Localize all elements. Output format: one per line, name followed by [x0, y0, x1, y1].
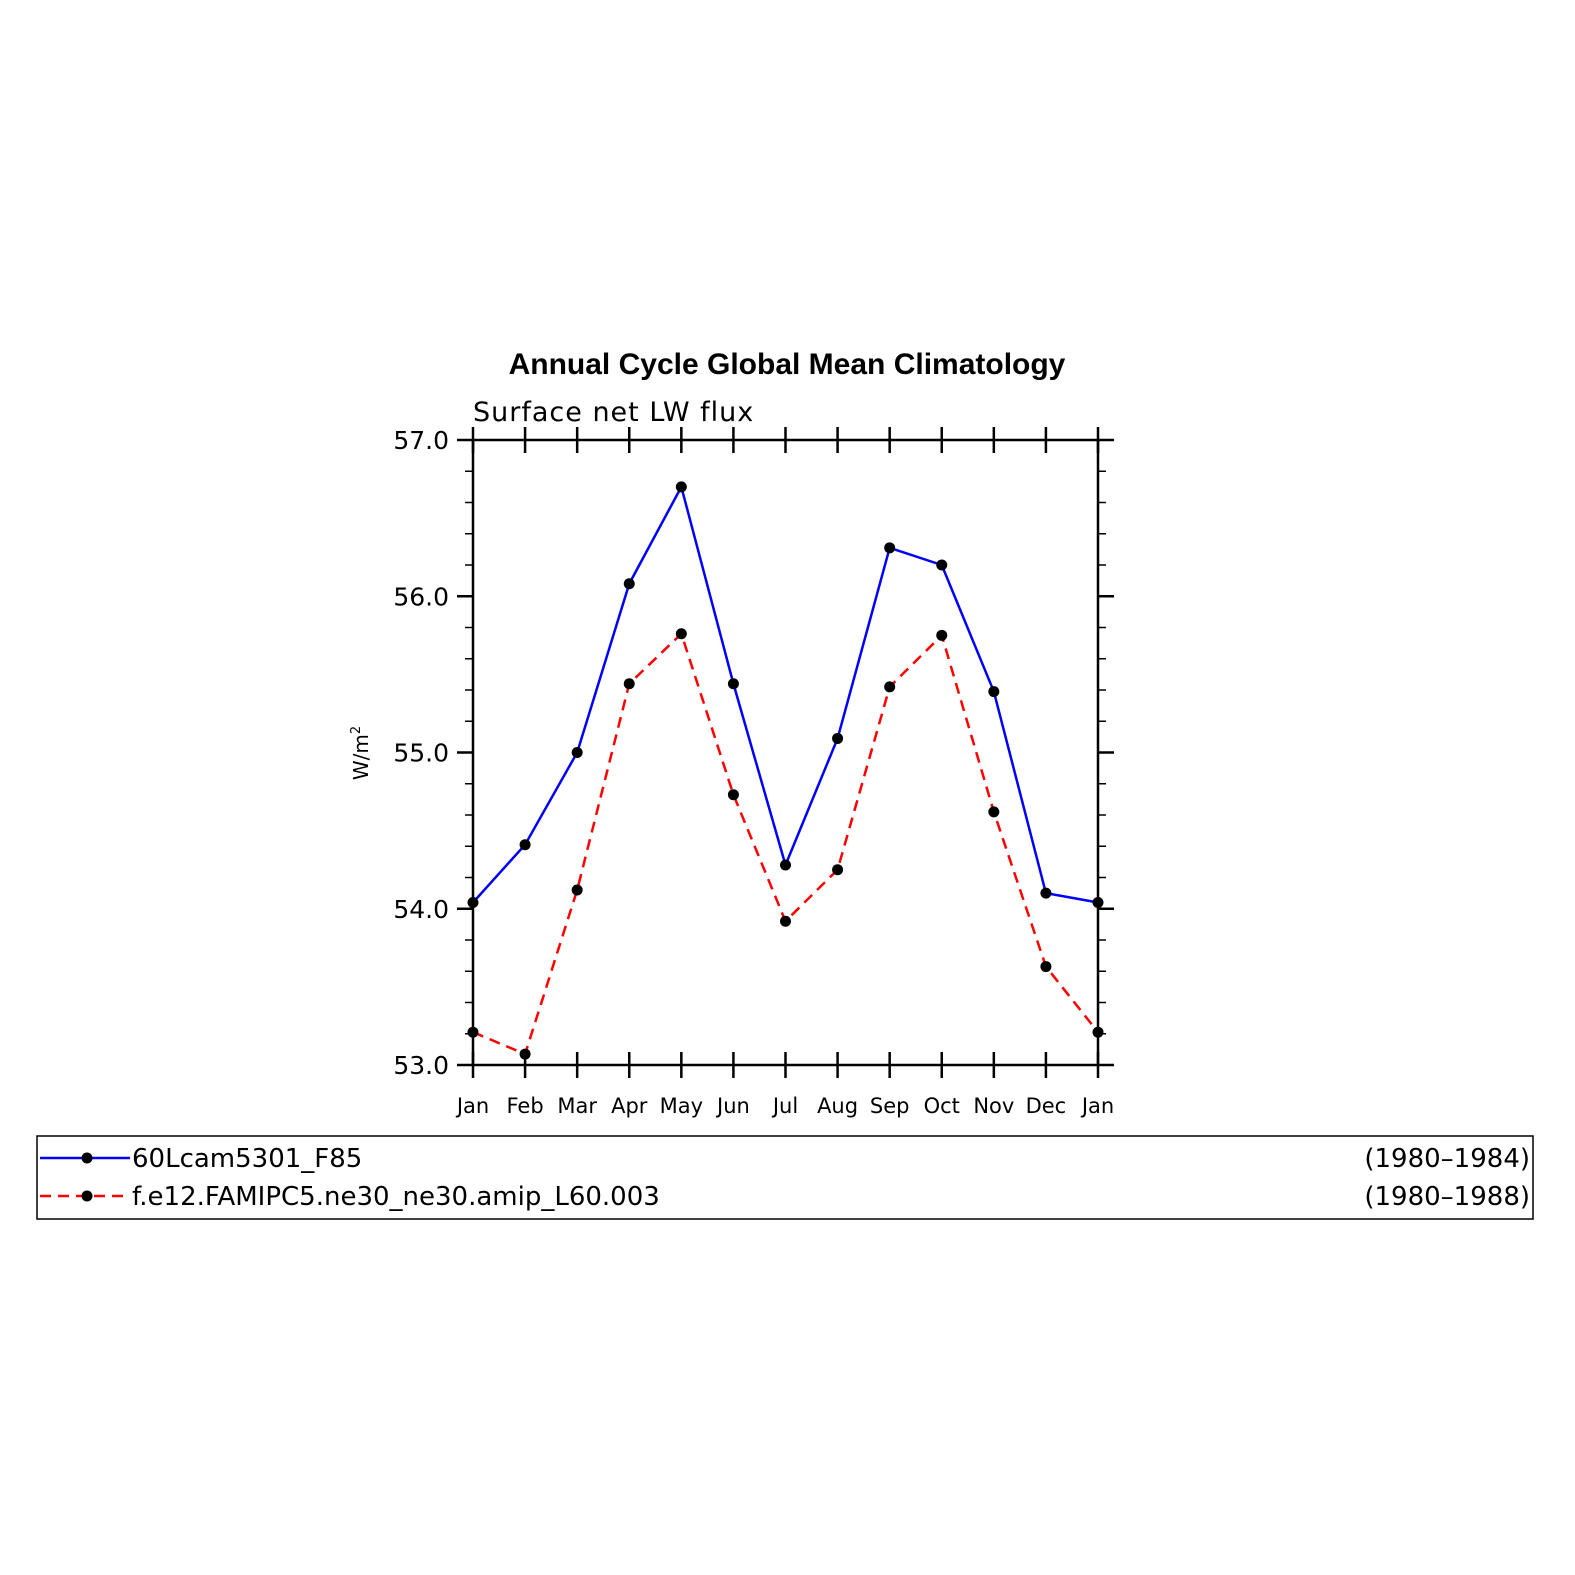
legend-label-1: 60Lcam5301_F85: [132, 1144, 362, 1174]
x-tick-label: Feb: [506, 1094, 543, 1118]
x-tick-label: Nov: [973, 1094, 1014, 1118]
data-point-1: [936, 559, 948, 571]
data-point-2: [936, 629, 948, 641]
data-point-1: [467, 897, 479, 908]
data-point-1: [988, 686, 1000, 698]
x-tick-label: May: [660, 1094, 703, 1118]
legend-period-2: (1980–1988): [1364, 1182, 1530, 1212]
chart-subtitle: Surface net LW flux: [473, 397, 754, 428]
data-point-2: [884, 681, 896, 693]
data-point-1: [571, 747, 583, 758]
axis-ticks: [457, 427, 1114, 1078]
data-point-1: [727, 678, 739, 690]
legend-marker-2: [81, 1190, 93, 1202]
series-points: [467, 481, 1104, 1060]
x-tick-label: Oct: [924, 1094, 960, 1118]
x-tick-label: Jan: [1080, 1094, 1114, 1118]
x-tick-label: Jul: [771, 1094, 798, 1118]
series-lines: [472, 485, 1099, 1056]
y-tick-label: 54.0: [393, 895, 449, 924]
x-tick-label: Apr: [611, 1094, 648, 1118]
data-point-2: [571, 884, 583, 896]
data-point-1: [1092, 897, 1104, 908]
x-tick-label: Mar: [557, 1094, 597, 1118]
x-tick-label: Dec: [1026, 1094, 1067, 1118]
legend-period-1: (1980–1984): [1364, 1144, 1530, 1174]
y-tick-label: 53.0: [393, 1051, 449, 1080]
y-axis-label-text: W/m: [349, 734, 373, 780]
data-point-2: [467, 1026, 479, 1038]
svg-text:W/m2: W/m2: [349, 726, 373, 780]
legend-label-2: f.e12.FAMIPC5.ne30_ne30.amip_L60.003: [132, 1182, 660, 1212]
data-point-2: [832, 864, 844, 876]
chart-title: Annual Cycle Global Mean Climatology: [509, 348, 1066, 381]
x-tick-labels: Jan Feb Mar Apr May Jun Jul Aug Sep Oct Nov Dec Jan: [455, 1094, 1114, 1118]
legend-marker-1: [81, 1152, 93, 1164]
y-axis-label: W/m2: [349, 726, 373, 780]
series-line-2: [472, 632, 1099, 1056]
data-point-2: [1040, 961, 1052, 973]
data-point-2: [519, 1048, 531, 1060]
y-axis-label-superscript: 2: [349, 726, 364, 734]
data-point-1: [884, 542, 896, 554]
data-point-1: [519, 839, 531, 851]
data-point-1: [780, 859, 791, 871]
data-point-1: [623, 578, 635, 590]
data-point-1: [1040, 887, 1052, 899]
x-tick-label: Sep: [870, 1094, 910, 1118]
data-point-2: [727, 789, 739, 801]
data-point-2: [780, 915, 791, 927]
legend-box: [36, 1135, 1534, 1220]
x-tick-label: Aug: [817, 1094, 858, 1118]
y-tick-labels: 53.0 54.0 55.0 56.0 57.0: [393, 426, 449, 1080]
y-tick-label: 57.0: [393, 426, 449, 455]
data-point-1: [675, 481, 687, 493]
y-tick-label: 56.0: [393, 582, 449, 611]
x-tick-label: Jan: [455, 1094, 489, 1118]
data-point-2: [675, 628, 687, 640]
x-tick-label: Jun: [715, 1094, 750, 1118]
data-point-2: [988, 806, 1000, 818]
plot-frame: [471, 438, 1100, 1067]
y-tick-label: 55.0: [393, 739, 449, 768]
data-point-2: [1092, 1026, 1104, 1038]
legend: 60Lcam5301_F85 (1980–1984) f.e12.FAMIPC5.n…: [40, 1144, 1530, 1212]
data-point-2: [623, 678, 635, 690]
data-point-1: [832, 732, 844, 744]
